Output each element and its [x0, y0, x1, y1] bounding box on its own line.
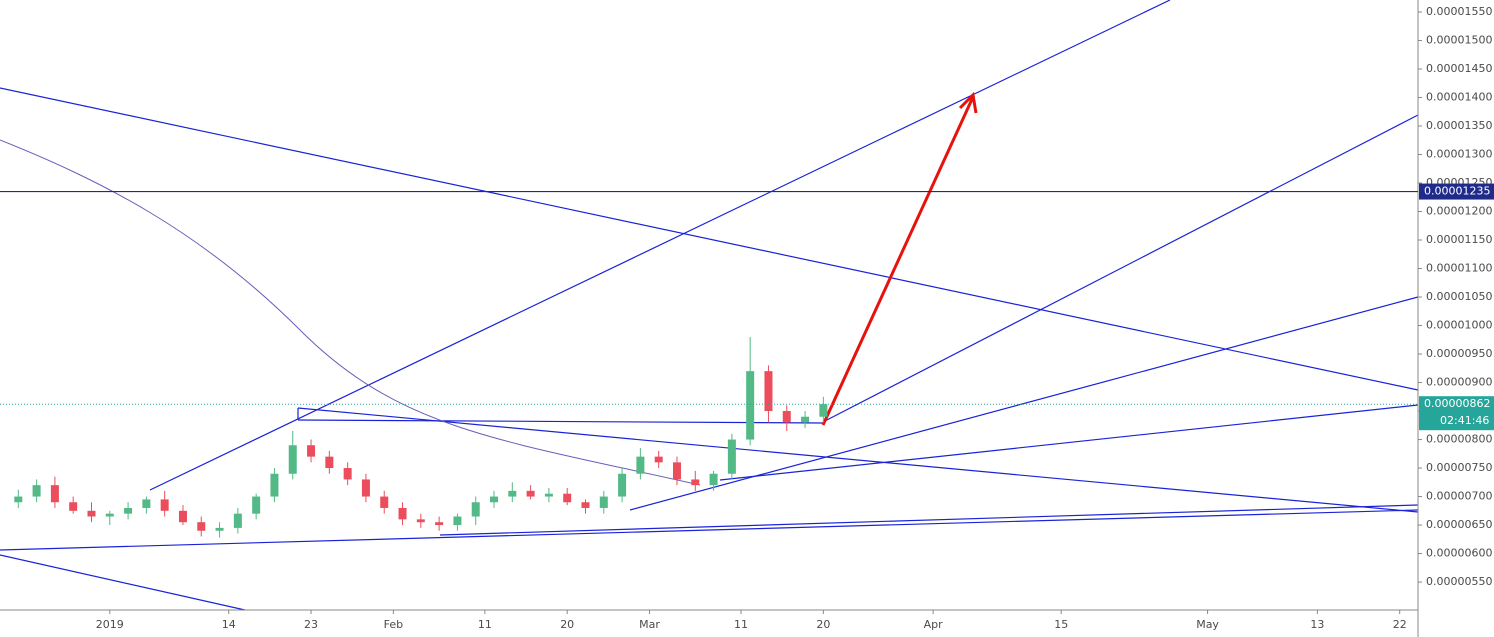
x-tick-label: 20 [816, 618, 830, 631]
candle-body [599, 496, 608, 508]
candle-body [453, 516, 462, 526]
candle-body [526, 490, 535, 497]
x-tick-label: 15 [1054, 618, 1068, 631]
candle-body [490, 496, 499, 503]
candle-body [782, 411, 791, 423]
y-tick-label: 0.00001150 [1426, 233, 1492, 246]
y-tick-label: 0.00000700 [1426, 490, 1492, 503]
candle-body [197, 522, 206, 531]
countdown-label: 02:41:46 [1440, 414, 1489, 427]
candle-body [654, 456, 663, 463]
y-tick-label: 0.00000900 [1426, 376, 1492, 389]
candle-body [819, 404, 828, 417]
candle-body [764, 371, 773, 412]
candle-body [160, 499, 169, 511]
y-tick-label: 0.00001100 [1426, 262, 1492, 275]
y-tick-label: 0.00001450 [1426, 62, 1492, 75]
candle-body [618, 473, 627, 497]
candle-body [307, 445, 316, 457]
candle-body [124, 507, 133, 514]
x-tick-label: 22 [1393, 618, 1407, 631]
moving-average [0, 139, 701, 486]
level-label-box [1419, 183, 1494, 200]
candle-body [105, 513, 114, 517]
x-tick-label: Mar [639, 618, 660, 631]
candle-body [380, 496, 389, 508]
x-tick-label: 23 [304, 618, 318, 631]
x-tick-label: 20 [560, 618, 574, 631]
candle-body [416, 519, 425, 523]
candle-body [270, 473, 279, 497]
candle-body [746, 371, 755, 440]
candle-body [361, 479, 370, 497]
x-tick-label: Apr [924, 618, 944, 631]
candle-body [325, 456, 334, 469]
candle-body [691, 479, 700, 486]
candle-body [50, 485, 59, 503]
x-tick-label: Feb [384, 618, 403, 631]
y-tick-label: 0.00001300 [1426, 147, 1492, 160]
candle-body [709, 473, 718, 486]
y-tick-label: 0.00000750 [1426, 461, 1492, 474]
x-tick-label: 14 [222, 618, 236, 631]
candle-body [343, 468, 352, 480]
x-tick-label: 11 [478, 618, 492, 631]
candle-body [727, 439, 736, 474]
y-tick-label: 0.00001200 [1426, 205, 1492, 218]
candle-body [32, 485, 41, 497]
y-tick-label: 0.00001400 [1426, 90, 1492, 103]
y-tick-label: 0.00000550 [1426, 575, 1492, 588]
candle-body [252, 496, 261, 514]
trend-lines [0, 0, 1419, 611]
y-tick-label: 0.00001500 [1426, 33, 1492, 46]
candle-body [508, 490, 517, 497]
candle-body [471, 502, 480, 517]
candle-body [178, 510, 187, 523]
candle-body [801, 416, 810, 423]
candle-body [636, 456, 645, 474]
candle-body [288, 445, 297, 474]
y-tick-label: 0.00001350 [1426, 119, 1492, 132]
candle-body [435, 522, 444, 526]
candle-body [672, 462, 681, 480]
candle-body [398, 507, 407, 520]
y-tick-label: 0.00000800 [1426, 433, 1492, 446]
x-tick-label: 2019 [96, 618, 124, 631]
candle-body [142, 499, 151, 508]
y-tick-label: 0.00001000 [1426, 319, 1492, 332]
last-price-box [1419, 396, 1494, 431]
x-tick-label: 11 [734, 618, 748, 631]
y-tick-label: 0.00000650 [1426, 518, 1492, 531]
candle-body [69, 502, 78, 511]
plot [14, 336, 828, 538]
y-tick-label: 0.00001050 [1426, 290, 1492, 303]
candle-body [581, 502, 590, 508]
y-tick-label: 0.00001550 [1426, 5, 1492, 18]
x-tick-label: May [1196, 618, 1219, 631]
level-label: 0.00001235 [1424, 185, 1490, 198]
y-tick-label: 0.00000600 [1426, 547, 1492, 560]
candle-body [563, 493, 572, 503]
target-arrow [821, 91, 978, 426]
candle-body [215, 527, 224, 531]
candle-body [544, 493, 553, 497]
candle-body [87, 510, 96, 517]
x-tick-label: 13 [1310, 618, 1324, 631]
last-price-label: 0.00000862 [1424, 397, 1490, 410]
y-tick-label: 0.00000950 [1426, 347, 1492, 360]
candle-body [233, 513, 242, 528]
candle-body [14, 496, 23, 503]
